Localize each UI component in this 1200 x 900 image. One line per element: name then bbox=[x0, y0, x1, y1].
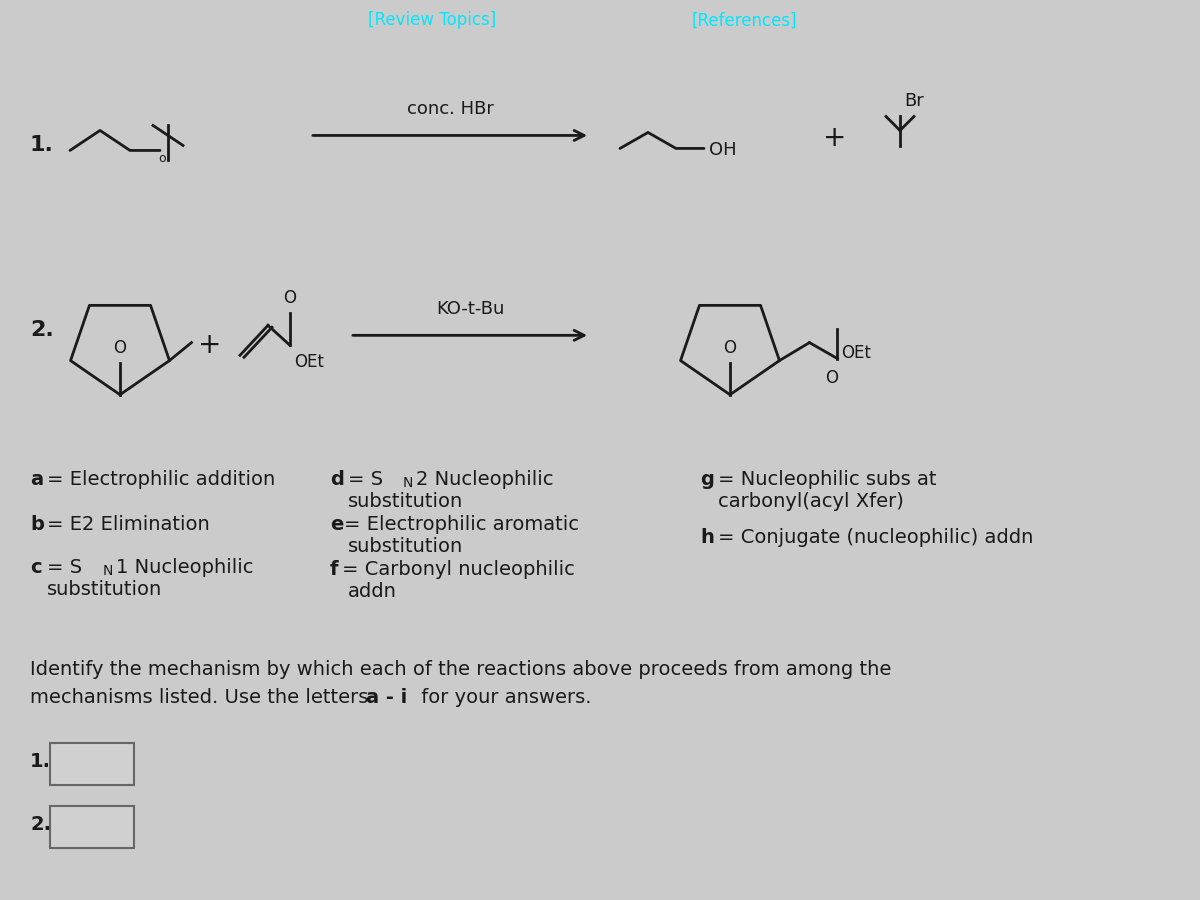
Text: = E2 Elimination: = E2 Elimination bbox=[47, 515, 210, 535]
Text: OEt: OEt bbox=[841, 344, 871, 362]
Text: = Nucleophilic subs at: = Nucleophilic subs at bbox=[718, 470, 936, 490]
Text: c: c bbox=[30, 558, 42, 577]
Text: +: + bbox=[198, 331, 222, 359]
Text: KO-t-Bu: KO-t-Bu bbox=[436, 301, 504, 319]
Text: Br: Br bbox=[904, 93, 924, 111]
Text: mechanisms listed. Use the letters: mechanisms listed. Use the letters bbox=[30, 688, 374, 707]
Text: substitution: substitution bbox=[348, 537, 463, 556]
FancyBboxPatch shape bbox=[50, 743, 134, 785]
Text: a - i: a - i bbox=[366, 688, 407, 707]
Text: O: O bbox=[724, 338, 737, 356]
Text: f: f bbox=[330, 560, 338, 580]
Text: O: O bbox=[824, 369, 838, 387]
Text: Identify the mechanism by which each of the reactions above proceeds from among : Identify the mechanism by which each of … bbox=[30, 660, 892, 680]
Text: conc. HBr: conc. HBr bbox=[407, 101, 493, 119]
Text: h: h bbox=[700, 528, 714, 547]
Text: e: e bbox=[330, 515, 343, 535]
Text: = Electrophilic aromatic: = Electrophilic aromatic bbox=[344, 515, 580, 535]
Text: carbonyl(acyl Xfer): carbonyl(acyl Xfer) bbox=[718, 492, 904, 511]
Text: d: d bbox=[330, 470, 344, 490]
Text: = Conjugate (nucleophilic) addn: = Conjugate (nucleophilic) addn bbox=[718, 528, 1033, 547]
Text: for your answers.: for your answers. bbox=[415, 688, 592, 707]
Text: 2 Nucleophilic: 2 Nucleophilic bbox=[416, 470, 553, 490]
Text: OH: OH bbox=[709, 141, 737, 159]
Text: 1.: 1. bbox=[30, 135, 54, 156]
Text: = Electrophilic addition: = Electrophilic addition bbox=[47, 470, 275, 490]
Text: o: o bbox=[158, 152, 166, 165]
Text: = S: = S bbox=[47, 558, 82, 577]
Text: 1.: 1. bbox=[30, 752, 50, 771]
Text: substitution: substitution bbox=[348, 492, 463, 511]
Text: a: a bbox=[30, 470, 43, 490]
Text: O: O bbox=[283, 289, 296, 307]
Text: substitution: substitution bbox=[47, 580, 162, 599]
Text: [Review Topics]: [Review Topics] bbox=[368, 11, 496, 29]
Text: addn: addn bbox=[348, 582, 397, 601]
Text: +: + bbox=[823, 124, 847, 152]
FancyBboxPatch shape bbox=[50, 806, 134, 848]
Text: 2.: 2. bbox=[30, 320, 54, 340]
Text: [References]: [References] bbox=[691, 11, 797, 29]
Text: 2.: 2. bbox=[30, 815, 50, 834]
Text: N: N bbox=[103, 564, 113, 578]
Text: OEt: OEt bbox=[294, 354, 324, 372]
Text: O: O bbox=[114, 338, 126, 356]
Text: = S: = S bbox=[348, 470, 383, 490]
Text: b: b bbox=[30, 515, 44, 535]
Text: g: g bbox=[700, 470, 714, 490]
Text: 1 Nucleophilic: 1 Nucleophilic bbox=[116, 558, 253, 577]
Text: N: N bbox=[403, 476, 413, 491]
Text: = Carbonyl nucleophilic: = Carbonyl nucleophilic bbox=[342, 560, 575, 580]
